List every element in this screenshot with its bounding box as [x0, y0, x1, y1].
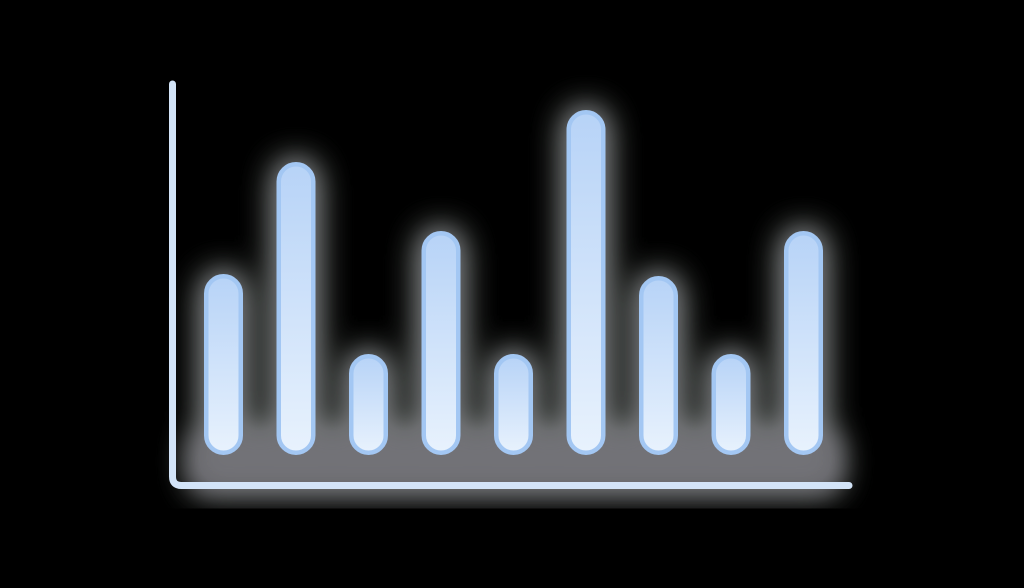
bar-1 [204, 274, 243, 455]
bar-2 [276, 162, 316, 455]
bars-group [204, 110, 823, 455]
bar-6 [566, 110, 606, 455]
bar-5 [494, 354, 533, 455]
bar-3 [349, 354, 388, 455]
bar-4 [421, 231, 461, 455]
bar-7 [639, 276, 678, 455]
bar-9 [784, 231, 823, 455]
axis-line [169, 80, 853, 489]
bar-8 [711, 354, 751, 455]
